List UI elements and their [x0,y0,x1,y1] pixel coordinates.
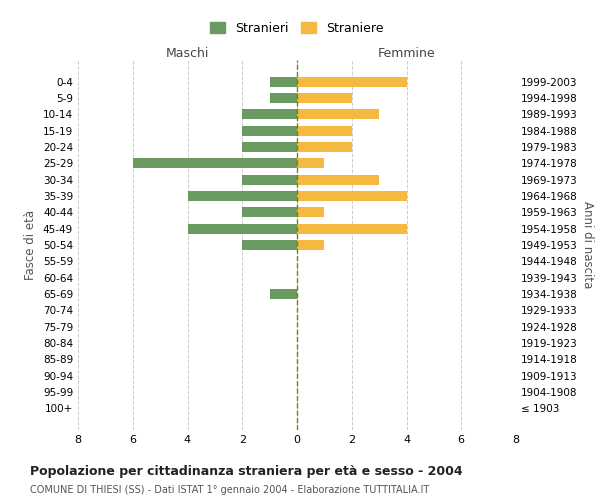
Bar [297,240,325,250]
Bar [297,175,379,184]
Y-axis label: Anni di nascita: Anni di nascita [581,202,594,288]
Bar [187,224,297,234]
Legend: Stranieri, Straniere: Stranieri, Straniere [206,18,388,38]
Y-axis label: Fasce di età: Fasce di età [25,210,37,280]
Bar [297,208,325,217]
Bar [297,110,379,120]
Bar [242,240,297,250]
Bar [297,191,407,201]
Bar [297,142,352,152]
Bar [269,77,297,86]
Text: Popolazione per cittadinanza straniera per età e sesso - 2004: Popolazione per cittadinanza straniera p… [30,465,463,478]
Bar [242,110,297,120]
Bar [242,208,297,217]
Bar [297,158,325,168]
Bar [269,93,297,103]
Bar [297,77,407,86]
Bar [187,191,297,201]
Bar [242,126,297,136]
Text: Maschi: Maschi [166,48,209,60]
Bar [297,126,352,136]
Bar [297,224,407,234]
Bar [269,289,297,299]
Bar [297,93,352,103]
Text: COMUNE DI THIESI (SS) - Dati ISTAT 1° gennaio 2004 - Elaborazione TUTTITALIA.IT: COMUNE DI THIESI (SS) - Dati ISTAT 1° ge… [30,485,429,495]
Bar [242,175,297,184]
Bar [242,142,297,152]
Bar [133,158,297,168]
Text: Femmine: Femmine [377,48,436,60]
